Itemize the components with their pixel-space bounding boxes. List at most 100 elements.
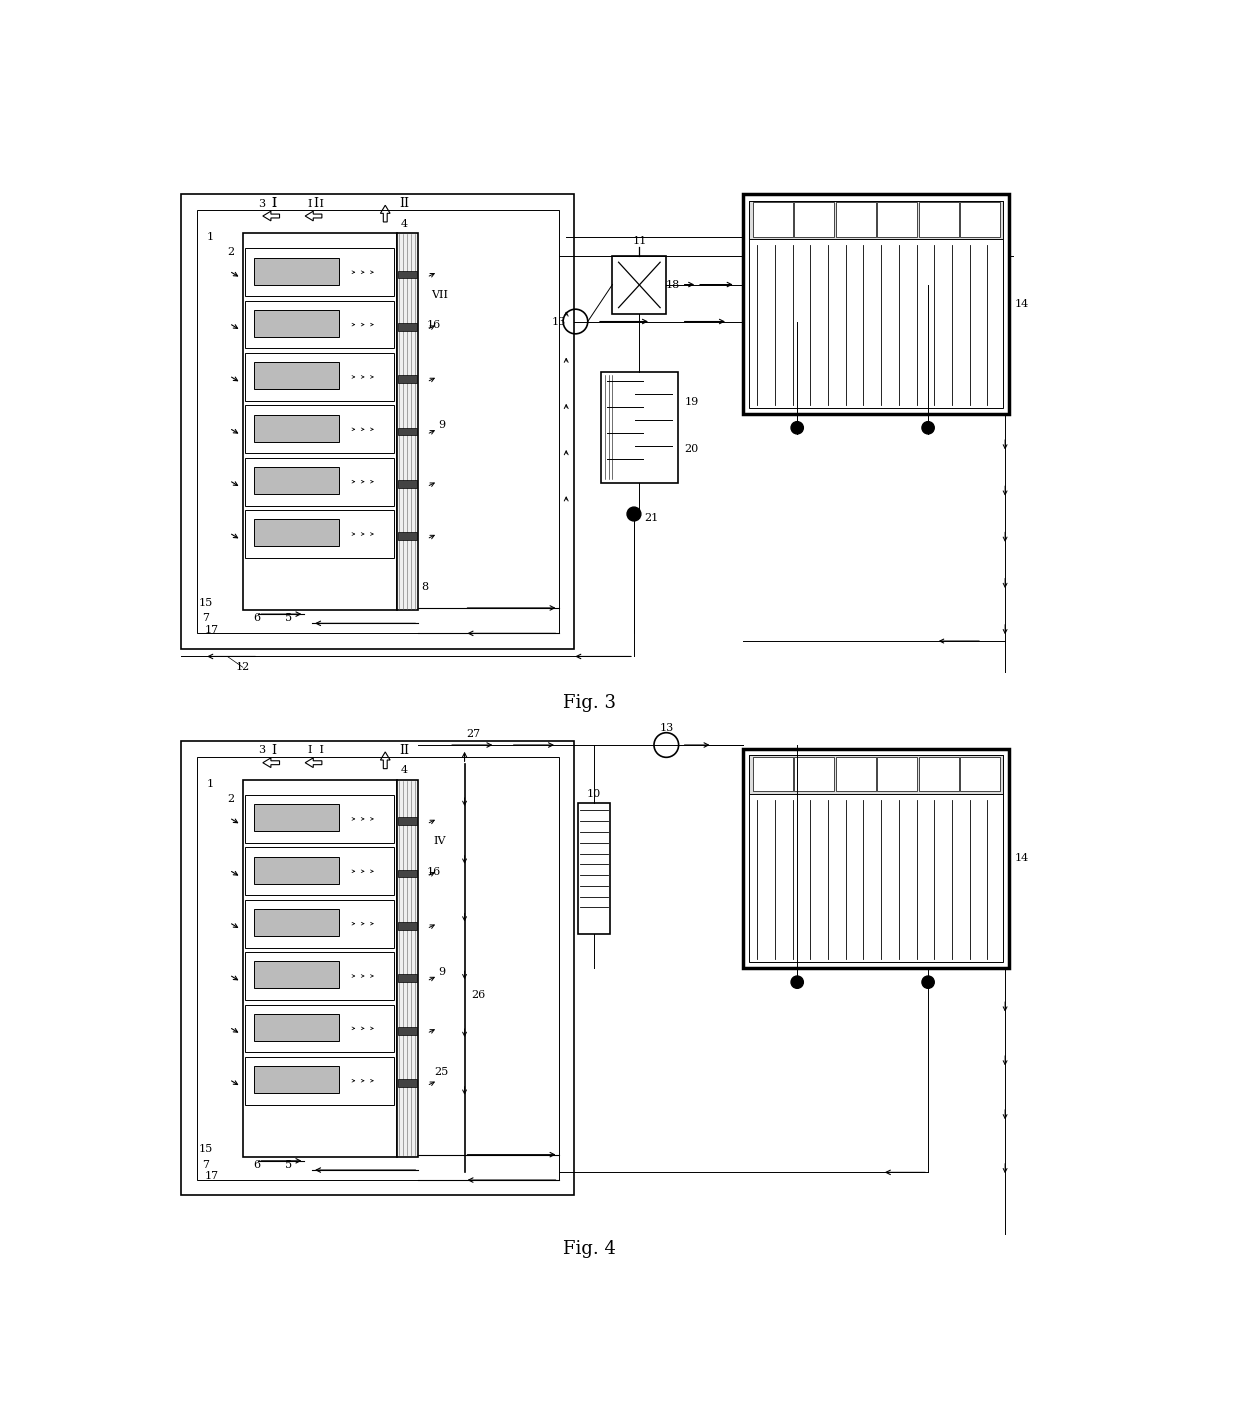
- Text: 5: 5: [285, 1160, 293, 1170]
- Text: 2: 2: [228, 247, 234, 257]
- Circle shape: [791, 421, 804, 434]
- Text: 6: 6: [253, 1160, 260, 1170]
- Text: 15: 15: [198, 1144, 213, 1154]
- Bar: [397, 233, 418, 610]
- Text: 16: 16: [427, 320, 441, 330]
- Text: 17: 17: [205, 1171, 219, 1181]
- Bar: [578, 803, 610, 934]
- Bar: [246, 1004, 394, 1052]
- Bar: [836, 203, 875, 237]
- Bar: [398, 1080, 417, 1087]
- Bar: [246, 510, 394, 558]
- Bar: [181, 741, 574, 1195]
- Text: 4: 4: [401, 218, 408, 228]
- Text: IV: IV: [434, 837, 446, 847]
- Text: 14: 14: [1014, 853, 1028, 863]
- Bar: [398, 817, 417, 825]
- Bar: [961, 203, 1001, 237]
- Text: 10: 10: [587, 788, 601, 798]
- Text: I: I: [314, 197, 319, 210]
- Text: 2: 2: [228, 794, 234, 804]
- Text: 1: 1: [207, 778, 215, 788]
- Bar: [749, 755, 1003, 962]
- Text: Fig. 3: Fig. 3: [563, 694, 616, 711]
- Bar: [246, 795, 394, 843]
- Text: 7: 7: [202, 613, 210, 623]
- Bar: [254, 310, 339, 337]
- Bar: [246, 248, 394, 296]
- Bar: [254, 363, 339, 390]
- Circle shape: [627, 507, 641, 521]
- Text: 13: 13: [552, 317, 565, 327]
- Text: 9: 9: [438, 420, 445, 430]
- Text: 12: 12: [236, 663, 250, 673]
- Bar: [753, 757, 792, 791]
- Bar: [246, 406, 394, 453]
- Text: 4: 4: [401, 765, 408, 775]
- Bar: [254, 467, 339, 494]
- Bar: [601, 371, 678, 483]
- Text: 21: 21: [644, 513, 658, 523]
- Bar: [836, 757, 875, 791]
- Bar: [743, 748, 1009, 968]
- Text: 26: 26: [471, 990, 486, 1000]
- Bar: [753, 203, 792, 237]
- Text: 1: 1: [207, 231, 215, 241]
- Text: VII: VII: [432, 290, 449, 300]
- Text: II: II: [399, 744, 409, 757]
- Bar: [197, 757, 558, 1180]
- Bar: [246, 900, 394, 948]
- Bar: [254, 1067, 339, 1092]
- Bar: [246, 458, 394, 506]
- Text: 18: 18: [666, 280, 680, 290]
- Circle shape: [921, 975, 934, 988]
- Text: 27: 27: [466, 730, 481, 740]
- Bar: [197, 210, 558, 634]
- Bar: [398, 1027, 417, 1034]
- Text: 15: 15: [198, 597, 213, 607]
- Bar: [254, 520, 339, 547]
- Bar: [919, 203, 959, 237]
- Text: I  I: I I: [308, 745, 324, 755]
- Bar: [254, 910, 339, 935]
- Text: 8: 8: [420, 583, 428, 593]
- Bar: [919, 757, 959, 791]
- Bar: [254, 257, 339, 284]
- Text: II: II: [399, 197, 409, 210]
- Bar: [398, 428, 417, 436]
- Text: 11: 11: [632, 236, 646, 246]
- Bar: [246, 952, 394, 1000]
- Bar: [246, 301, 394, 348]
- Circle shape: [921, 421, 934, 434]
- Bar: [397, 780, 418, 1157]
- Bar: [398, 271, 417, 278]
- Bar: [961, 757, 1001, 791]
- Bar: [398, 974, 417, 982]
- Bar: [398, 323, 417, 331]
- Bar: [877, 203, 918, 237]
- Bar: [749, 755, 1003, 794]
- Text: 9: 9: [438, 967, 445, 977]
- Bar: [749, 200, 1003, 408]
- Text: 13: 13: [660, 723, 673, 733]
- Bar: [398, 480, 417, 488]
- Bar: [246, 847, 394, 895]
- Bar: [254, 961, 339, 988]
- Bar: [181, 194, 574, 648]
- Text: 25: 25: [434, 1067, 449, 1077]
- Text: 14: 14: [1014, 298, 1028, 308]
- Bar: [254, 414, 339, 441]
- Bar: [794, 757, 835, 791]
- Bar: [398, 922, 417, 930]
- Text: 19: 19: [684, 397, 699, 407]
- Bar: [398, 870, 417, 877]
- Bar: [398, 376, 417, 383]
- Bar: [246, 1057, 394, 1105]
- Bar: [254, 857, 339, 884]
- Text: 16: 16: [427, 867, 441, 877]
- Text: 5: 5: [285, 613, 293, 623]
- Text: I  I: I I: [308, 198, 324, 208]
- Bar: [613, 256, 666, 314]
- Text: 3: 3: [258, 745, 265, 755]
- Text: I: I: [272, 744, 277, 757]
